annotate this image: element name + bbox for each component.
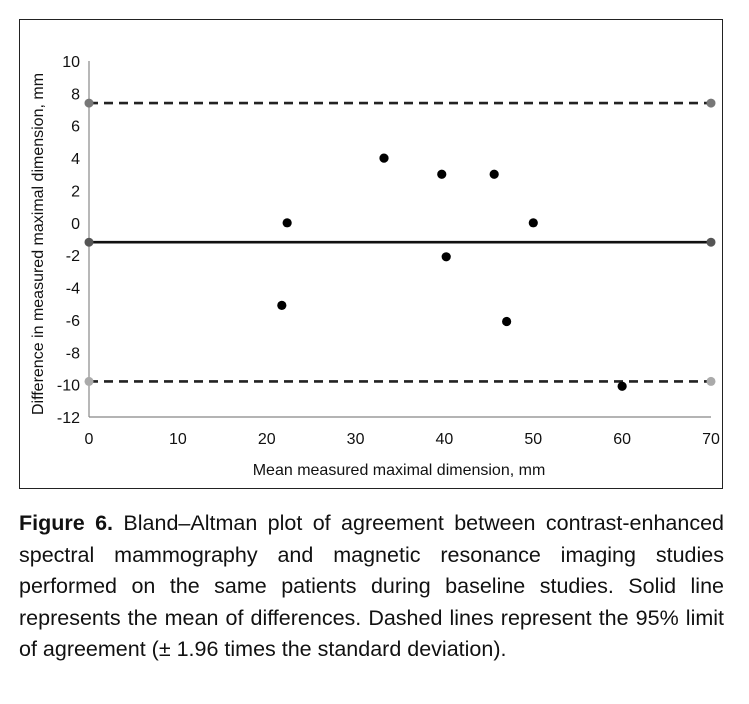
y-tick-label: 0 bbox=[71, 216, 80, 233]
upper-limit-endpoint bbox=[706, 98, 716, 108]
figure-caption: Figure 6. Bland–Altman plot of agreement… bbox=[19, 508, 724, 666]
axes bbox=[88, 61, 711, 418]
y-axis-title: Difference in measured maximal dimension… bbox=[30, 73, 47, 415]
x-tick-label: 50 bbox=[524, 431, 542, 448]
x-tick-label: 10 bbox=[169, 431, 187, 448]
data-point bbox=[617, 381, 627, 391]
upper-limit-endpoint bbox=[84, 98, 94, 108]
y-tick-label: 4 bbox=[71, 151, 80, 168]
caption-text: Bland–Altman plot of agreement between c… bbox=[19, 511, 724, 661]
mean-endpoint bbox=[706, 237, 716, 247]
lower-limit-endpoint bbox=[706, 376, 716, 386]
x-tick-label: 0 bbox=[85, 431, 94, 448]
y-tick-label: -8 bbox=[66, 345, 80, 362]
y-tick-label: -10 bbox=[57, 378, 80, 395]
y-tick-label: 6 bbox=[71, 119, 80, 136]
y-tick-label: -12 bbox=[57, 410, 80, 427]
data-point bbox=[502, 316, 512, 327]
y-tick-label: -2 bbox=[66, 248, 80, 265]
y-tick-label: -6 bbox=[66, 313, 80, 330]
x-tick-label: 30 bbox=[347, 431, 365, 448]
figure-label: Figure 6. bbox=[19, 511, 114, 535]
mean-endpoint bbox=[84, 237, 94, 247]
x-tick-label: 20 bbox=[258, 431, 276, 448]
x-tick-label: 40 bbox=[436, 431, 454, 448]
data-point bbox=[441, 252, 451, 262]
x-tick-label: 70 bbox=[702, 431, 720, 448]
data-points bbox=[277, 153, 627, 391]
data-point bbox=[437, 169, 447, 179]
y-tick-label: 2 bbox=[71, 183, 80, 200]
x-axis-title: Mean measured maximal dimension, mm bbox=[253, 462, 546, 479]
y-tick-label: 10 bbox=[62, 54, 80, 71]
data-point bbox=[277, 300, 287, 310]
figure-frame: 10 8 6 4 2 0 -2 -4 -6 -8 -10 -12 0 10 20 30 40 50 60 70 Mea… bbox=[19, 19, 723, 489]
x-tick-label: 60 bbox=[613, 431, 631, 448]
data-point bbox=[528, 218, 538, 228]
data-point bbox=[379, 153, 389, 163]
data-point bbox=[489, 169, 499, 179]
y-tick-label: -4 bbox=[66, 281, 80, 298]
y-tick-label: 8 bbox=[71, 86, 80, 103]
data-point bbox=[282, 218, 292, 228]
reference-lines bbox=[84, 98, 716, 386]
lower-limit-endpoint bbox=[84, 376, 94, 386]
